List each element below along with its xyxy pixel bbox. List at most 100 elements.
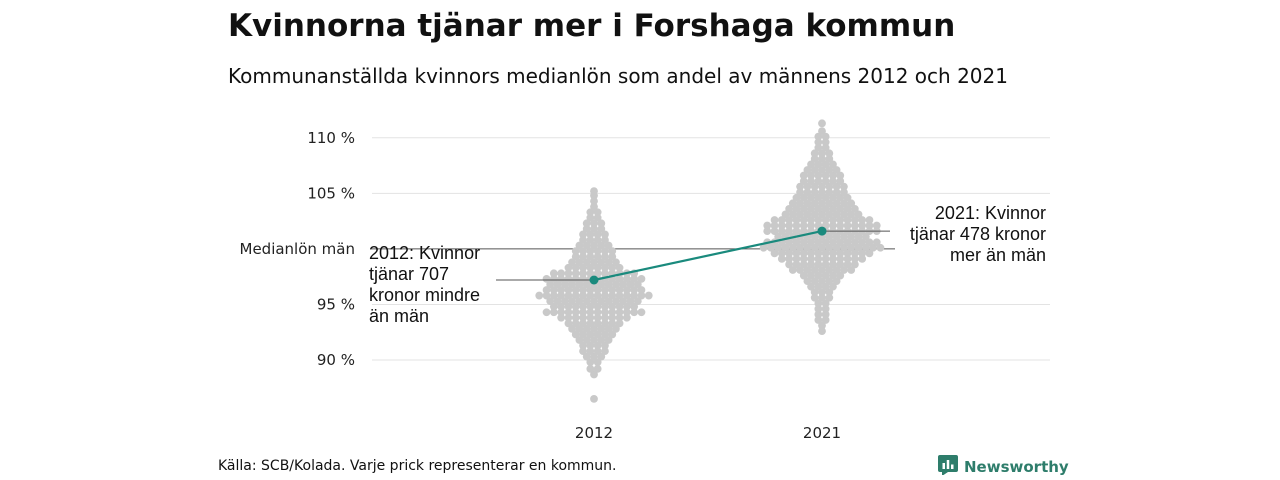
- data-point: [825, 166, 834, 174]
- data-point: [814, 238, 823, 247]
- data-point: [792, 193, 801, 202]
- data-point: [785, 204, 794, 213]
- data-point: [582, 224, 591, 233]
- data-point: [586, 286, 595, 294]
- annotation-line: 2012: Kvinnor: [369, 243, 480, 263]
- data-point: [814, 171, 823, 180]
- data-point: [549, 286, 558, 294]
- data-point: [807, 249, 815, 258]
- data-point: [763, 221, 772, 230]
- data-point: [593, 208, 602, 217]
- data-point: [586, 364, 595, 373]
- data-point: [792, 216, 801, 224]
- data-point: [843, 249, 852, 258]
- data-point: [601, 313, 609, 322]
- data-point: [608, 313, 617, 322]
- data-point: [582, 258, 591, 267]
- data-point: [593, 236, 602, 244]
- data-point: [777, 221, 786, 230]
- data-point: [586, 302, 595, 311]
- data-point: [799, 193, 808, 202]
- data-point: [825, 293, 834, 302]
- data-point: [586, 269, 595, 278]
- data-point: [608, 247, 617, 256]
- data-point: [615, 319, 624, 328]
- data-point: [597, 324, 606, 333]
- data-point: [850, 221, 859, 230]
- data-point: [825, 288, 834, 297]
- data-point: [575, 280, 584, 289]
- data-point: [810, 188, 819, 197]
- data-point: [821, 160, 830, 169]
- data-point: [571, 252, 580, 261]
- data-point: [593, 302, 602, 311]
- data-point: [814, 304, 823, 313]
- data-point: [861, 243, 870, 252]
- data-point: [803, 166, 812, 174]
- data-point: [535, 291, 544, 300]
- annotation-line: tjänar 478 kronor: [910, 224, 1046, 244]
- data-point: [612, 258, 620, 267]
- x-tick-label: 2021: [803, 424, 841, 442]
- data-point: [814, 260, 823, 269]
- data-point: [796, 182, 804, 191]
- highlight-line: [593, 230, 823, 282]
- data-point: [840, 243, 848, 252]
- data-point: [571, 302, 580, 311]
- data-point: [821, 171, 830, 180]
- data-point: [832, 199, 841, 208]
- data-point: [850, 238, 859, 247]
- data-point: [803, 188, 812, 197]
- data-point: [622, 286, 631, 294]
- data-point: [630, 286, 639, 294]
- data-point: [876, 243, 885, 252]
- data-point: [590, 297, 598, 306]
- data-point: [590, 197, 598, 206]
- data-point: [818, 199, 826, 208]
- data-point: [582, 280, 591, 289]
- data-point: [821, 177, 830, 186]
- data-point: [872, 238, 881, 247]
- data-point: [821, 304, 830, 313]
- data-point: [810, 293, 819, 302]
- data-point: [575, 324, 584, 333]
- annotation-line: mer än män: [950, 245, 1046, 265]
- data-point: [593, 286, 602, 294]
- data-point: [579, 274, 587, 283]
- data-point: [843, 221, 852, 230]
- data-point: [781, 243, 790, 252]
- data-point: [615, 274, 624, 283]
- data-point: [847, 232, 856, 241]
- data-point: [597, 280, 606, 289]
- data-point: [799, 271, 808, 280]
- data-point: [832, 277, 841, 286]
- data-point: [637, 274, 646, 283]
- data-point: [637, 291, 646, 300]
- data-point: [564, 274, 573, 283]
- data-point: [814, 138, 823, 147]
- y-tick-label: 95 %: [317, 295, 355, 313]
- data-point: [564, 319, 573, 328]
- data-point: [774, 232, 783, 241]
- data-point: [829, 254, 837, 263]
- data-point: [840, 188, 848, 197]
- data-point: [854, 232, 863, 241]
- data-point: [568, 280, 576, 289]
- data-point: [586, 308, 595, 317]
- data-point: [774, 243, 783, 252]
- data-point: [807, 282, 815, 291]
- data-point: [579, 236, 587, 244]
- data-point: [586, 247, 595, 256]
- data-point: [777, 254, 786, 263]
- data-point: [593, 313, 602, 322]
- data-point: [590, 324, 598, 333]
- data-point: [814, 271, 823, 280]
- data-points: [535, 119, 885, 403]
- data-point: [586, 213, 595, 222]
- brand-logo[interactable]: Newsworthy: [938, 455, 1069, 479]
- data-point: [810, 166, 819, 174]
- data-point: [858, 238, 867, 247]
- data-point: [825, 266, 834, 274]
- data-point: [821, 316, 830, 324]
- data-point: [579, 319, 587, 328]
